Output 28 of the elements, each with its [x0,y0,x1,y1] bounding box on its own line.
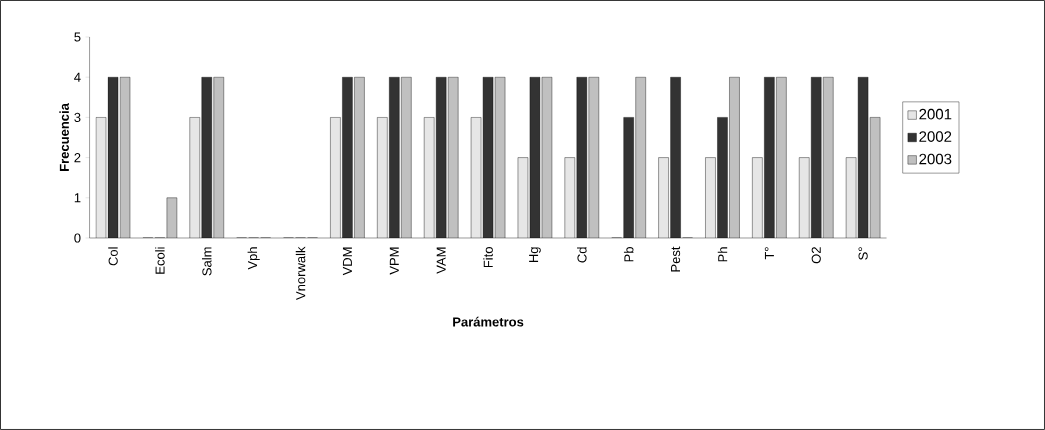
y-tick-label: 3 [74,112,81,122]
y-tick-label: 4 [74,72,81,82]
x-tick-label: T° [764,247,774,260]
x-tick-label: Ph [717,247,728,262]
x-tick-label: O2 [811,247,821,264]
y-tick-label: 1 [74,193,81,203]
x-tick-label: Pest [671,246,681,272]
x-tick-label: VDM [342,247,352,276]
x-tick-label: Pb [623,247,634,262]
x-tick-label: Col [108,247,118,266]
x-tick-label: VAM [436,247,446,274]
y-axis-title: Frecuencia [59,103,69,171]
x-tick-label: Salm [201,247,212,276]
x-tick-label: Fito [483,247,493,268]
x-tick-label: S° [858,247,868,260]
x-tick-label: VPM [389,247,399,275]
legend-label: 2001 [919,108,952,120]
x-tick-label: Ecoli [155,247,165,274]
x-tick-label: Cd [577,247,587,263]
y-tick-label: 5 [74,32,81,42]
legend-label: 2003 [919,153,952,165]
x-tick-label: Hg [529,247,541,263]
legend-label: 2002 [919,131,952,142]
x-axis-title: Parámetros [453,316,524,327]
x-tick-label: Vph [247,247,260,270]
x-tick-label: Vnorwalk [295,246,306,300]
y-tick-label: 0 [74,233,81,243]
y-tick-label: 2 [74,153,81,163]
